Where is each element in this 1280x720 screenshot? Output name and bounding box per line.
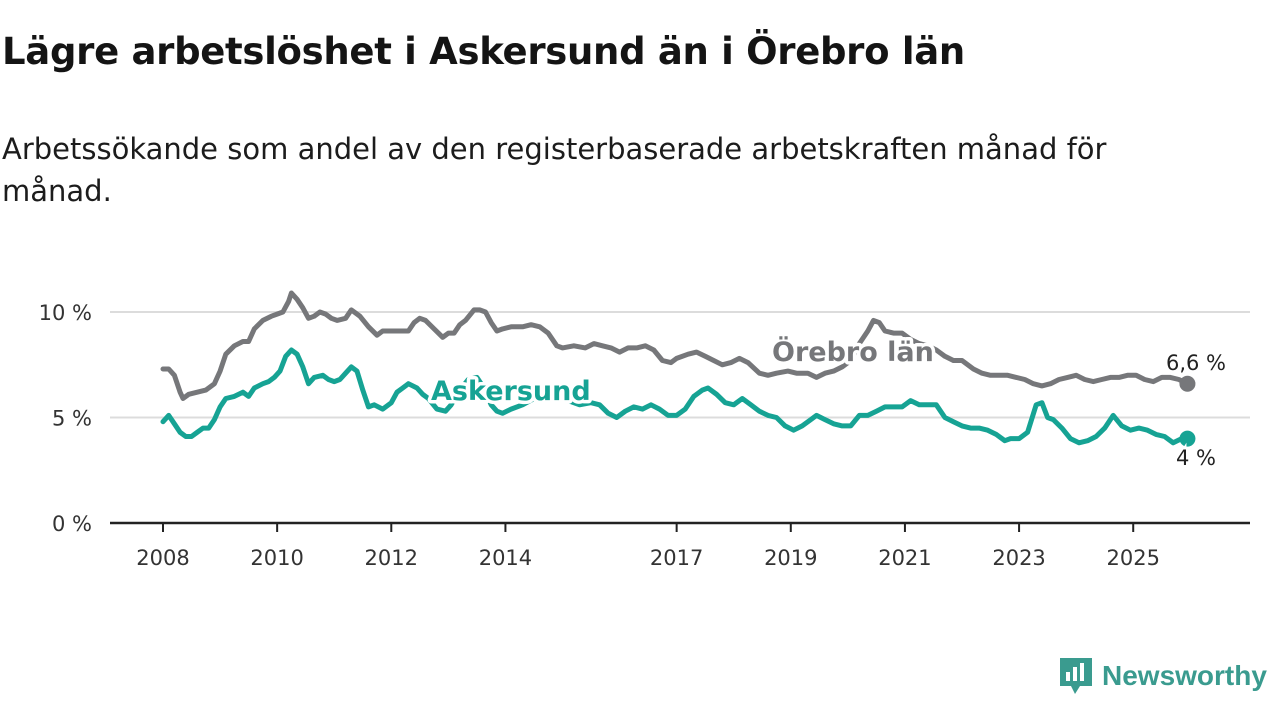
chart-subtitle: Arbetssökande som andel av den registerb…	[2, 132, 1107, 208]
x-tick-label: 2017	[650, 546, 703, 570]
series-label-askersund: Askersund	[431, 376, 591, 407]
series-line-askersund	[160, 347, 1190, 446]
y-tick-label: 10 %	[39, 301, 92, 325]
x-tick-label: 2014	[479, 546, 532, 570]
x-tick-label: 2019	[764, 546, 817, 570]
newsworthy-logo-icon	[1060, 658, 1092, 694]
series-label-orebro-lan: Örebro län	[772, 335, 934, 368]
x-tick-label: 2008	[136, 546, 189, 570]
end-value-label-orebro-lan: 6,6 %	[1166, 351, 1226, 375]
series-end-marker--rebro-l-n	[1179, 375, 1196, 392]
x-tick-label: 2010	[250, 546, 303, 570]
brand-name: Newsworthy	[1102, 660, 1267, 691]
brand-logo: Newsworthy	[1058, 654, 1267, 698]
series-line--rebro-l-n	[160, 290, 1190, 401]
series-end-marker-askersund	[1179, 430, 1196, 447]
chart-title: Lägre arbetslöshet i Askersund än i Öreb…	[2, 30, 965, 73]
x-tick-label: 2025	[1106, 546, 1159, 570]
y-tick-label: 0 %	[52, 512, 92, 536]
end-value-label-askersund: 4 %	[1176, 446, 1216, 470]
x-tick-label: 2023	[992, 546, 1045, 570]
y-tick-label: 5 %	[52, 407, 92, 431]
x-tick-label: 2012	[365, 546, 418, 570]
x-tick-label: 2021	[878, 546, 931, 570]
